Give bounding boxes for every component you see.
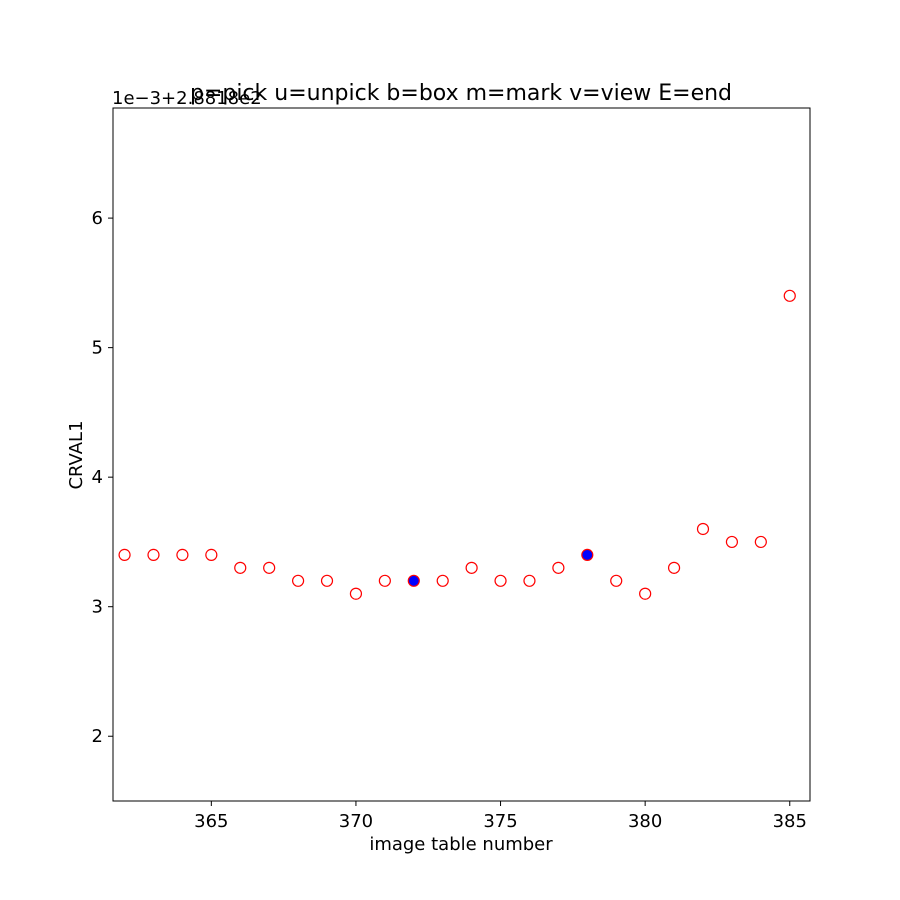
data-point[interactable] [349, 587, 363, 600]
x-tick-label: 380 [628, 811, 662, 832]
data-point[interactable] [639, 587, 652, 600]
x-tick-label: 385 [773, 811, 807, 832]
y-offset-text: 1e−3+2.8818e2 [112, 88, 262, 109]
data-point[interactable] [494, 574, 507, 587]
y-tick-label: 2 [92, 726, 103, 747]
x-tick-label: 370 [339, 811, 373, 832]
data-point[interactable] [320, 574, 334, 587]
data-point[interactable] [147, 548, 160, 561]
data-point[interactable] [783, 289, 796, 302]
data-point[interactable] [291, 574, 305, 587]
data-point[interactable] [176, 548, 189, 561]
x-axis-label: image table number [369, 834, 553, 855]
data-point[interactable] [523, 574, 536, 587]
y-tick-label: 4 [92, 467, 103, 488]
data-point[interactable] [667, 561, 681, 574]
selected-data-point[interactable] [581, 548, 594, 561]
y-tick-label: 3 [92, 597, 103, 618]
y-axis: 2 3 4 5 6 [92, 208, 113, 747]
data-point[interactable] [263, 561, 276, 574]
x-tick-label: 365 [194, 811, 228, 832]
data-point[interactable] [610, 574, 623, 587]
data-point[interactable] [205, 548, 218, 561]
y-tick-label: 5 [92, 338, 103, 359]
data-point[interactable] [696, 522, 710, 536]
data-point[interactable] [552, 561, 565, 574]
plot-marks [118, 289, 796, 600]
y-axis-label: CRVAL1 [66, 420, 87, 489]
data-point[interactable] [436, 574, 449, 587]
plot-frame [112, 107, 811, 802]
chart-title: p=pick u=unpick b=box m=mark v=view E=en… [190, 81, 732, 106]
data-point[interactable] [378, 574, 391, 587]
y-tick-label: 6 [92, 208, 103, 229]
data-point[interactable] [118, 548, 131, 561]
data-point[interactable] [725, 535, 739, 549]
selected-data-point[interactable] [407, 574, 420, 587]
x-axis: 365 370 375 380 385 [194, 801, 807, 832]
x-tick-label: 375 [483, 811, 517, 832]
data-point[interactable] [754, 535, 767, 549]
data-point[interactable] [234, 561, 247, 574]
data-point[interactable] [465, 561, 478, 574]
